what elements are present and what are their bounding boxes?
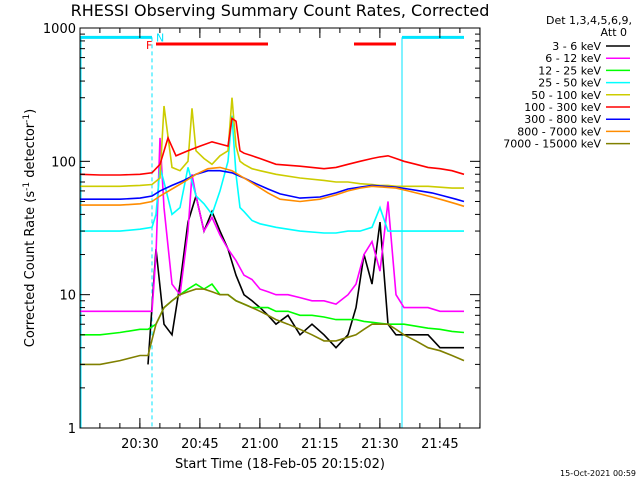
y-axis-label-end: ) (23, 109, 38, 114)
legend-header-attenuator: Att 0 (601, 26, 627, 39)
legend-label-5: 100 - 300 keV (524, 101, 601, 114)
legend-header-detectors: Det 1,3,4,5,6,9, (546, 14, 632, 27)
plot-area: NF (79, 31, 465, 428)
y-axis-label-sup2: -1 (22, 114, 32, 123)
y-tick-label: 100 (51, 155, 76, 170)
generation-timestamp: 15-Oct-2021 00:59 (560, 469, 636, 478)
x-tick-label: 21:45 (421, 437, 458, 452)
series-line-6 (80, 169, 465, 203)
axes: 1 10 100 1000 20:30 20:45 21:00 21:15 21:30 21:45 (43, 22, 481, 452)
chart-title: RHESSI Observing Summary Count Rates, Co… (71, 1, 490, 20)
y-tick-label: 1000 (43, 22, 76, 37)
x-tick-label: 20:30 (121, 437, 158, 452)
series-line-8 (80, 288, 465, 366)
flare-flag-label: F (146, 39, 152, 52)
x-tick-label: 21:30 (361, 437, 398, 452)
night-flag-label: N (156, 31, 164, 44)
legend-label-3: 25 - 50 keV (538, 77, 601, 90)
x-axis-label: Start Time (18-Feb-05 20:15:02) (175, 457, 385, 472)
y-axis-label-sup1: -1 (22, 182, 32, 191)
series-line-4 (80, 97, 464, 189)
y-tick-label: 1 (68, 422, 76, 437)
series-line-0 (147, 192, 464, 365)
legend-label-8: 7000 - 15000 keV (503, 138, 601, 151)
x-tick-label: 21:00 (241, 437, 278, 452)
y-tick-label: 10 (59, 289, 76, 304)
legend-label-6: 300 - 800 keV (524, 113, 601, 126)
legend-label-7: 800 - 7000 keV (517, 125, 601, 138)
legend-label-2: 12 - 25 keV (538, 64, 601, 77)
legend-label-1: 6 - 12 keV (545, 52, 601, 65)
x-tick-label: 21:15 (301, 437, 338, 452)
legend-label-0: 3 - 6 keV (552, 40, 601, 53)
series-line-5 (79, 116, 465, 176)
series-line-1 (80, 137, 464, 313)
y-axis-label-mid: detector (23, 122, 38, 182)
series-line-7 (80, 166, 465, 208)
y-axis-label: Corrected Count Rate (s-1 detector-1) (22, 109, 38, 347)
y-axis-label-main: Corrected Count Rate (s (23, 191, 38, 348)
x-tick-label: 20:45 (181, 437, 218, 452)
legend-label-4: 50 - 100 keV (531, 89, 601, 102)
